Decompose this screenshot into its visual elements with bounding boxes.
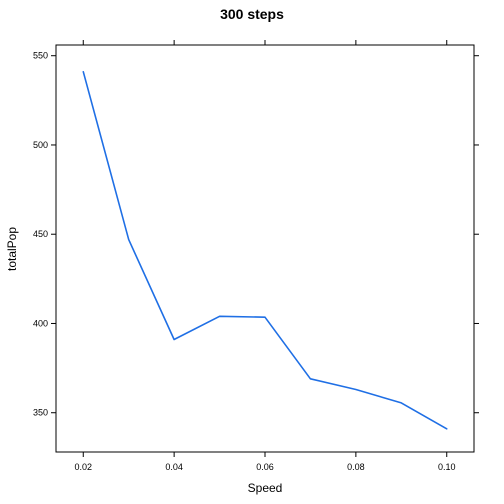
plot-frame <box>56 45 474 452</box>
chart-title: 300 steps <box>220 6 284 22</box>
y-tick-label: 450 <box>33 229 48 239</box>
x-axis-label: Speed <box>248 481 283 495</box>
x-tick-label: 0.04 <box>165 462 183 472</box>
y-axis: 350 400 450 500 550 <box>33 51 479 418</box>
y-tick-label: 400 <box>33 318 48 328</box>
x-tick-label: 0.02 <box>74 462 92 472</box>
y-tick-label: 350 <box>33 408 48 418</box>
x-axis: 0.02 0.04 0.06 0.08 0.10 <box>74 40 455 472</box>
x-tick-label: 0.08 <box>347 462 365 472</box>
y-tick-label: 500 <box>33 140 48 150</box>
y-axis-label: totalPop <box>5 227 19 271</box>
x-tick-label: 0.10 <box>438 462 456 472</box>
y-tick-label: 550 <box>33 51 48 61</box>
series-line <box>83 72 446 429</box>
series-group <box>83 72 446 429</box>
x-tick-label: 0.06 <box>256 462 274 472</box>
